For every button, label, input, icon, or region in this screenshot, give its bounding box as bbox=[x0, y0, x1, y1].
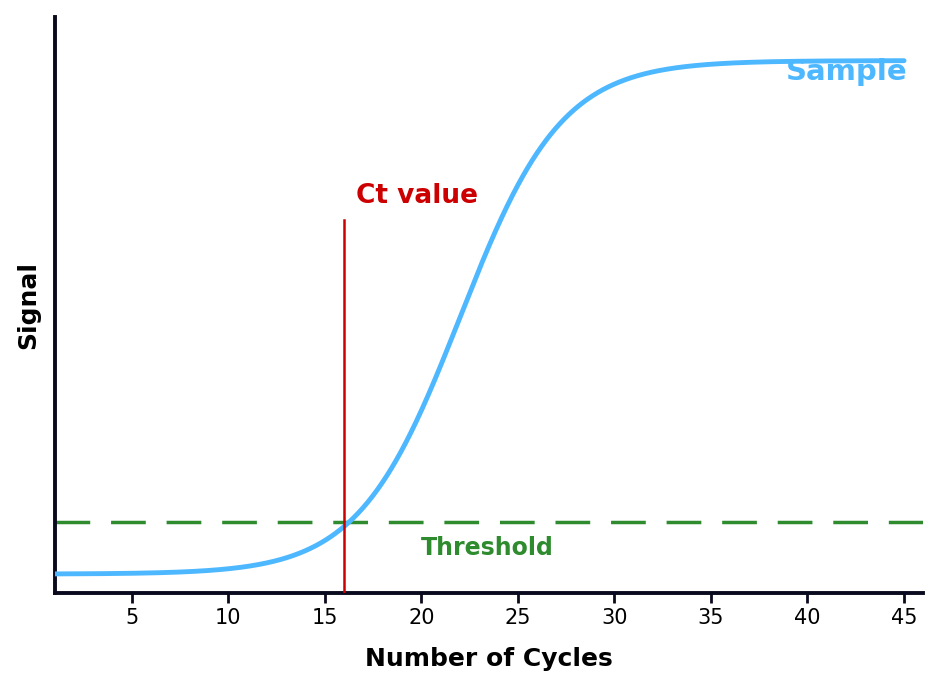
X-axis label: Number of Cycles: Number of Cycles bbox=[365, 647, 613, 671]
Text: Sample: Sample bbox=[786, 58, 908, 86]
Text: Threshold: Threshold bbox=[421, 536, 555, 559]
Text: Ct value: Ct value bbox=[355, 183, 478, 209]
Y-axis label: Signal: Signal bbox=[17, 261, 40, 349]
